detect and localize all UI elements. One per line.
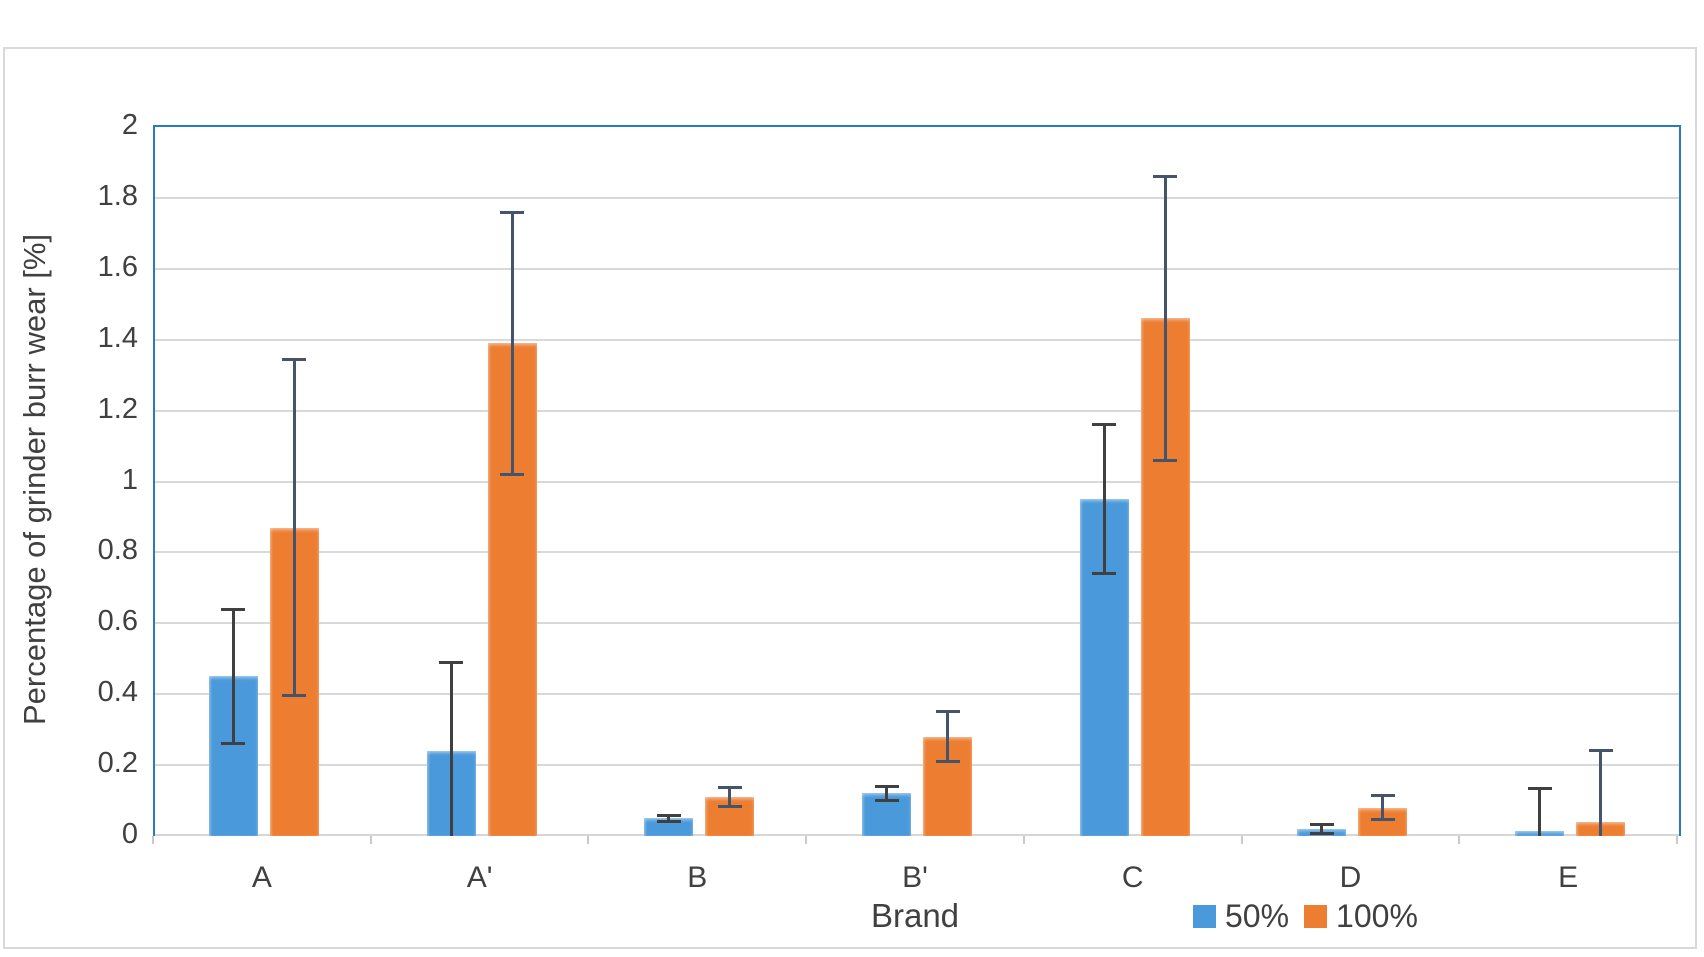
legend-item-50%: 50% [1193,899,1289,933]
error-bar-100%-A [292,359,296,696]
x-axis-tick [152,836,154,844]
y-tick-label-0.6: 0.6 [97,605,138,638]
error-cap-lower [282,694,307,698]
error-cap-upper [1370,794,1395,798]
x-axis-tick [805,836,808,844]
error-bar-50%-A' [449,662,453,836]
error-bar-50%-B [667,815,671,822]
legend-item-100%: 100% [1304,899,1418,933]
error-cap-lower [1092,572,1117,576]
x-category-label-D: D [1339,861,1362,894]
error-cap-lower [717,805,742,809]
x-category-label-E: E [1558,861,1579,894]
gridline [155,409,1679,412]
error-bar-50%-E [1538,788,1542,836]
error-bar-100%-C [1163,176,1167,461]
y-tick-label-1.6: 1.6 [97,250,138,283]
x-category-label-A: A [251,861,272,894]
legend-swatch-100% [1304,904,1328,928]
x-category-label-C: C [1121,861,1144,894]
error-cap-lower [1370,817,1395,821]
error-cap-upper [439,660,464,664]
error-cap-upper [656,813,681,817]
bar-50%-B [644,818,694,836]
error-cap-upper [717,785,742,789]
gridline [155,480,1679,483]
gridline [155,267,1679,270]
error-bar-100%-E [1599,750,1603,836]
error-bar-50%-B' [885,786,888,801]
error-cap-lower [500,472,525,476]
legend-label-100%: 100% [1336,898,1418,934]
x-axis-tick [587,836,590,844]
error-bar-50%-A [231,609,235,744]
x-axis-tick [1458,836,1461,844]
gridline [155,196,1679,199]
error-bar-50%-C [1102,424,1106,574]
x-axis-tick [1676,836,1678,844]
y-tick-label-1: 1 [121,463,138,496]
gridline [155,764,1679,767]
plot-area [153,125,1681,836]
error-cap-upper [1527,786,1552,790]
error-cap-upper [1153,175,1178,179]
y-tick-label-1.2: 1.2 [97,392,138,425]
error-cap-lower [221,742,246,746]
x-axis-tick [1240,836,1243,844]
y-tick-label-2: 2 [121,109,138,141]
error-bar-100%-D [1381,795,1385,820]
x-axis-title: Brand [870,897,960,934]
error-cap-upper [221,607,246,611]
gridline [155,693,1679,696]
error-cap-upper [935,710,960,714]
y-tick-label-0.2: 0.2 [97,747,138,780]
x-axis-tick [1022,836,1025,844]
error-cap-lower [1153,458,1178,462]
error-cap-upper [282,357,307,361]
legend-label-50%: 50% [1225,898,1290,934]
chart-legend: 50% 100% [1193,899,1418,933]
x-category-label-A': A' [466,861,493,894]
error-cap-lower [1309,831,1334,835]
error-cap-upper [874,784,899,788]
error-bar-50%-D [1320,824,1324,834]
gridline [155,551,1679,554]
x-axis-tick [369,836,372,844]
y-tick-label-1.8: 1.8 [97,179,138,212]
error-cap-lower [656,819,681,823]
y-tick-label-0: 0 [121,818,138,850]
error-cap-lower [874,799,899,803]
y-tick-label-0.8: 0.8 [97,534,138,567]
error-bar-100%-B' [946,711,949,762]
x-category-label-B: B [687,861,708,894]
x-axis-line [155,834,1679,836]
error-cap-upper [500,210,525,214]
error-cap-upper [1092,423,1117,427]
y-tick-label-1.4: 1.4 [97,321,138,354]
gridline [155,338,1679,341]
y-tick-label-0.4: 0.4 [97,676,138,709]
legend-swatch-50% [1193,904,1216,928]
error-cap-upper [1588,749,1613,753]
error-bar-100%-B [728,787,732,807]
gridline [155,622,1679,625]
error-cap-upper [1309,823,1334,827]
error-cap-lower [935,760,960,764]
error-bar-100%-A' [510,212,514,475]
x-category-label-B': B' [902,861,928,894]
